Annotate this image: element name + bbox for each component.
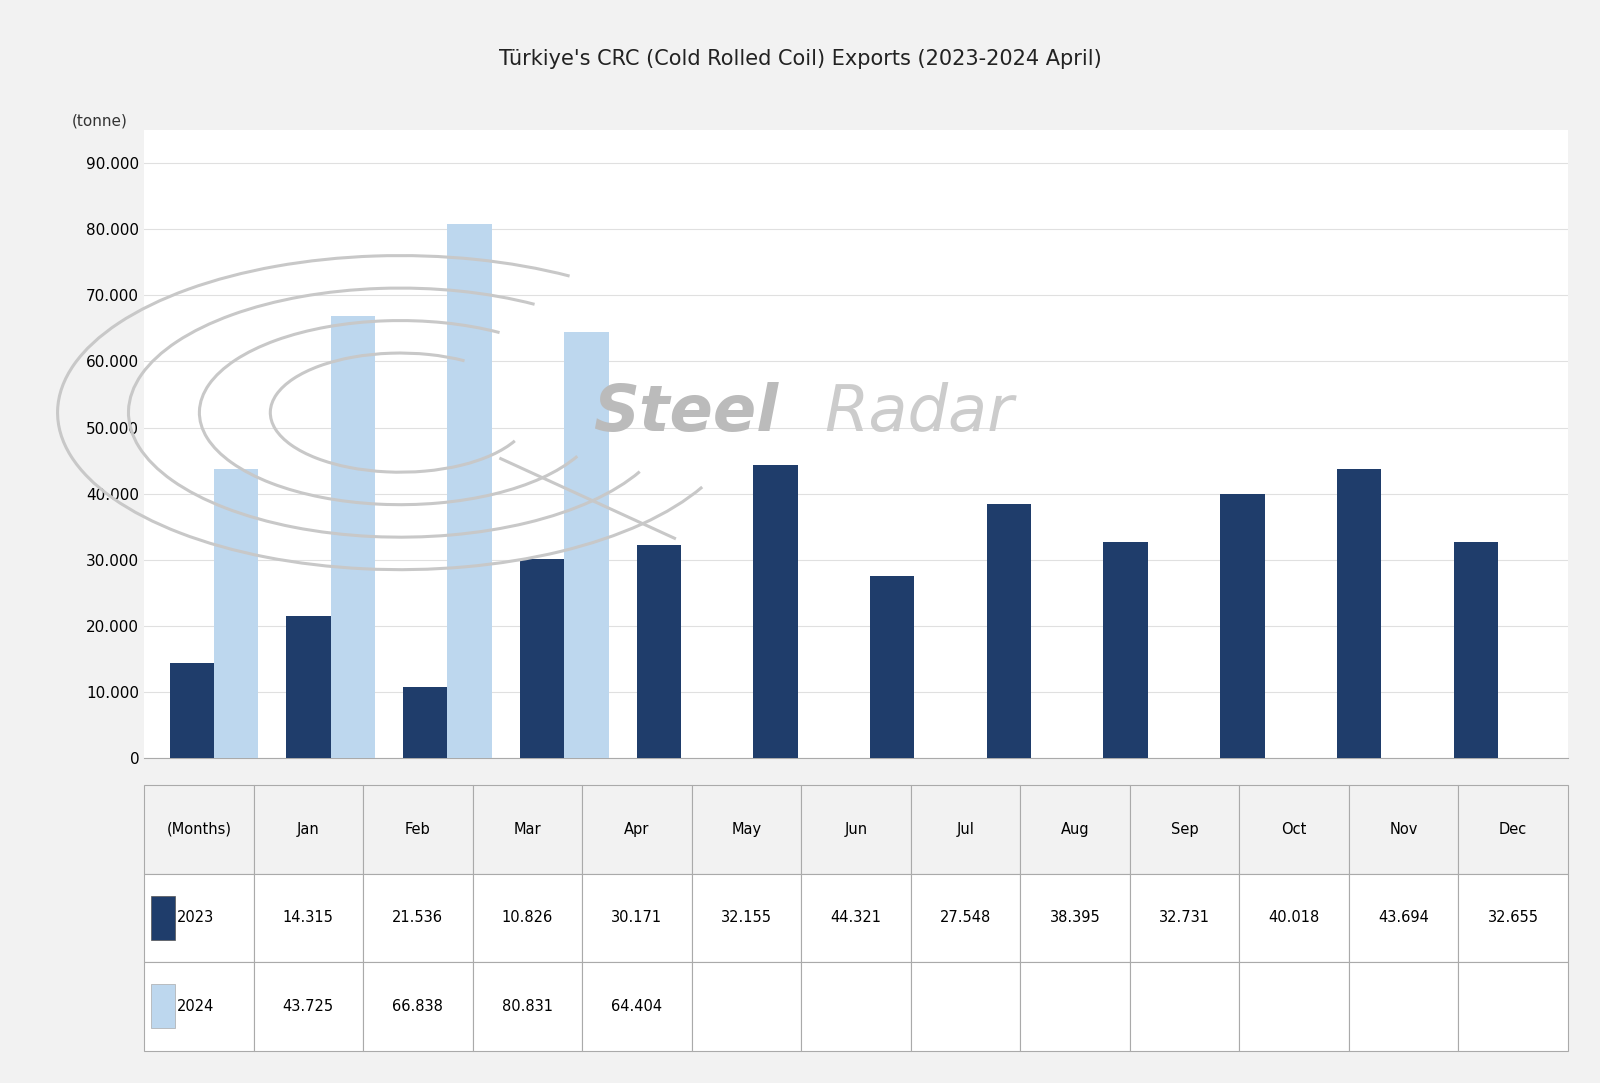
Text: 43.694: 43.694	[1378, 911, 1429, 925]
Text: Dec: Dec	[1499, 822, 1528, 837]
FancyBboxPatch shape	[582, 962, 691, 1051]
Bar	[403, 687, 448, 758]
Text: Radar: Radar	[824, 381, 1014, 444]
Text: 66.838: 66.838	[392, 999, 443, 1014]
Text: 30.171: 30.171	[611, 911, 662, 925]
Bar	[565, 332, 608, 758]
FancyBboxPatch shape	[691, 874, 802, 962]
FancyBboxPatch shape	[150, 896, 176, 940]
FancyBboxPatch shape	[691, 962, 802, 1051]
FancyBboxPatch shape	[363, 962, 472, 1051]
FancyBboxPatch shape	[1130, 785, 1240, 874]
FancyBboxPatch shape	[1349, 785, 1459, 874]
Text: 27.548: 27.548	[939, 911, 990, 925]
FancyBboxPatch shape	[582, 785, 691, 874]
Text: 43.725: 43.725	[283, 999, 334, 1014]
FancyBboxPatch shape	[253, 874, 363, 962]
Text: Aug: Aug	[1061, 822, 1090, 837]
Bar	[1221, 494, 1264, 758]
FancyBboxPatch shape	[1021, 874, 1130, 962]
Text: 32.731: 32.731	[1158, 911, 1210, 925]
FancyBboxPatch shape	[144, 785, 253, 874]
FancyBboxPatch shape	[1459, 962, 1568, 1051]
Text: Jun: Jun	[845, 822, 867, 837]
Bar	[1454, 543, 1498, 758]
FancyBboxPatch shape	[691, 785, 802, 874]
Text: 38.395: 38.395	[1050, 911, 1101, 925]
Text: (tonne): (tonne)	[72, 114, 128, 129]
Text: 21.536: 21.536	[392, 911, 443, 925]
Bar	[286, 616, 331, 758]
Text: Jan: Jan	[298, 822, 320, 837]
Bar	[1104, 542, 1147, 758]
Bar	[754, 465, 798, 758]
Bar	[987, 505, 1030, 758]
FancyBboxPatch shape	[472, 874, 582, 962]
Text: 14.315: 14.315	[283, 911, 334, 925]
Text: 80.831: 80.831	[502, 999, 554, 1014]
Bar	[520, 559, 565, 758]
FancyBboxPatch shape	[1240, 874, 1349, 962]
FancyBboxPatch shape	[1130, 962, 1240, 1051]
Bar	[331, 316, 374, 758]
Text: 32.655: 32.655	[1488, 911, 1539, 925]
FancyBboxPatch shape	[1021, 785, 1130, 874]
FancyBboxPatch shape	[472, 962, 582, 1051]
Text: 2024: 2024	[178, 999, 214, 1014]
FancyBboxPatch shape	[1240, 785, 1349, 874]
Bar	[870, 576, 914, 758]
FancyBboxPatch shape	[1349, 962, 1459, 1051]
Bar	[637, 546, 682, 758]
FancyBboxPatch shape	[144, 874, 253, 962]
Bar	[214, 469, 258, 758]
FancyBboxPatch shape	[253, 962, 363, 1051]
FancyBboxPatch shape	[144, 962, 253, 1051]
FancyBboxPatch shape	[1240, 962, 1349, 1051]
Text: Mar: Mar	[514, 822, 541, 837]
Text: May: May	[731, 822, 762, 837]
Text: Jul: Jul	[957, 822, 974, 837]
FancyBboxPatch shape	[910, 962, 1021, 1051]
FancyBboxPatch shape	[253, 785, 363, 874]
FancyBboxPatch shape	[1459, 785, 1568, 874]
FancyBboxPatch shape	[363, 874, 472, 962]
Text: 64.404: 64.404	[611, 999, 662, 1014]
Bar	[1338, 469, 1381, 758]
FancyBboxPatch shape	[802, 962, 910, 1051]
FancyBboxPatch shape	[1130, 874, 1240, 962]
FancyBboxPatch shape	[472, 785, 582, 874]
Text: Apr: Apr	[624, 822, 650, 837]
FancyBboxPatch shape	[802, 785, 910, 874]
FancyBboxPatch shape	[910, 874, 1021, 962]
Text: (Months): (Months)	[166, 822, 232, 837]
Text: Sep: Sep	[1171, 822, 1198, 837]
Text: 32.155: 32.155	[722, 911, 771, 925]
Text: Türkiye's CRC (Cold Rolled Coil) Exports (2023-2024 April): Türkiye's CRC (Cold Rolled Coil) Exports…	[499, 49, 1101, 68]
Text: Nov: Nov	[1389, 822, 1418, 837]
FancyBboxPatch shape	[363, 785, 472, 874]
Text: 44.321: 44.321	[830, 911, 882, 925]
FancyBboxPatch shape	[910, 785, 1021, 874]
Bar	[448, 224, 491, 758]
Bar	[170, 664, 214, 758]
Text: 2023: 2023	[178, 911, 214, 925]
FancyBboxPatch shape	[802, 874, 910, 962]
FancyBboxPatch shape	[1459, 874, 1568, 962]
FancyBboxPatch shape	[150, 984, 176, 1029]
FancyBboxPatch shape	[582, 874, 691, 962]
Text: Oct: Oct	[1282, 822, 1307, 837]
Text: Steel: Steel	[592, 381, 778, 444]
Text: Feb: Feb	[405, 822, 430, 837]
Text: 10.826: 10.826	[502, 911, 554, 925]
FancyBboxPatch shape	[1349, 874, 1459, 962]
FancyBboxPatch shape	[1021, 962, 1130, 1051]
Text: 40.018: 40.018	[1269, 911, 1320, 925]
